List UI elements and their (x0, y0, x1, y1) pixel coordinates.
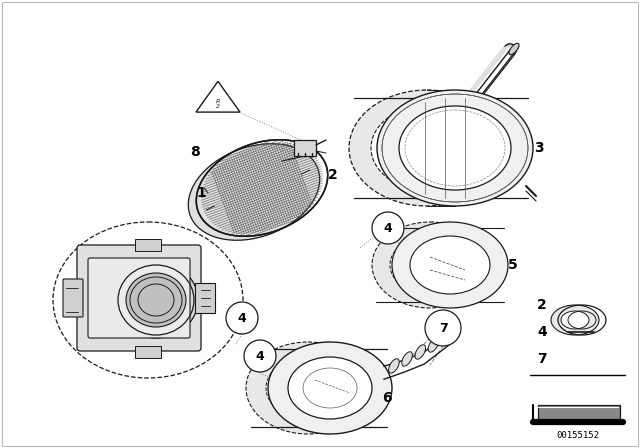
Ellipse shape (268, 342, 392, 434)
FancyBboxPatch shape (77, 245, 201, 351)
Ellipse shape (372, 222, 488, 308)
Text: 4: 4 (255, 349, 264, 362)
Polygon shape (538, 405, 620, 420)
Ellipse shape (114, 262, 198, 338)
Ellipse shape (410, 236, 490, 294)
Text: 6: 6 (382, 391, 392, 405)
Ellipse shape (551, 305, 599, 335)
FancyBboxPatch shape (135, 346, 161, 358)
Ellipse shape (288, 357, 372, 419)
Ellipse shape (377, 90, 533, 206)
Ellipse shape (415, 345, 426, 359)
Text: 1: 1 (196, 186, 205, 200)
Text: 4: 4 (383, 221, 392, 234)
Ellipse shape (428, 338, 439, 352)
Ellipse shape (402, 352, 412, 366)
FancyBboxPatch shape (88, 258, 190, 338)
Text: 7: 7 (537, 352, 547, 366)
Text: 4: 4 (237, 311, 246, 324)
Ellipse shape (188, 144, 320, 240)
Text: 2: 2 (328, 168, 338, 182)
Polygon shape (196, 81, 240, 112)
Text: 8: 8 (190, 145, 200, 159)
Circle shape (244, 340, 276, 372)
FancyBboxPatch shape (135, 239, 161, 251)
Ellipse shape (388, 359, 399, 373)
Ellipse shape (509, 43, 519, 55)
Circle shape (372, 212, 404, 244)
Ellipse shape (246, 342, 370, 434)
Ellipse shape (126, 273, 186, 327)
Text: 2: 2 (537, 298, 547, 312)
FancyBboxPatch shape (63, 279, 83, 317)
Text: 7: 7 (438, 322, 447, 335)
Text: 4: 4 (537, 325, 547, 339)
Text: 3: 3 (534, 141, 543, 155)
Circle shape (425, 310, 461, 346)
Ellipse shape (399, 106, 511, 190)
Ellipse shape (392, 222, 508, 308)
Text: 5: 5 (508, 258, 518, 272)
Ellipse shape (266, 357, 350, 419)
Ellipse shape (390, 236, 470, 294)
Ellipse shape (371, 106, 483, 190)
Ellipse shape (349, 90, 505, 206)
Circle shape (226, 302, 258, 334)
FancyBboxPatch shape (294, 140, 316, 156)
Text: R
2: R 2 (216, 99, 220, 109)
Ellipse shape (561, 311, 589, 329)
FancyBboxPatch shape (195, 283, 215, 313)
Text: 00155152: 00155152 (557, 431, 600, 439)
